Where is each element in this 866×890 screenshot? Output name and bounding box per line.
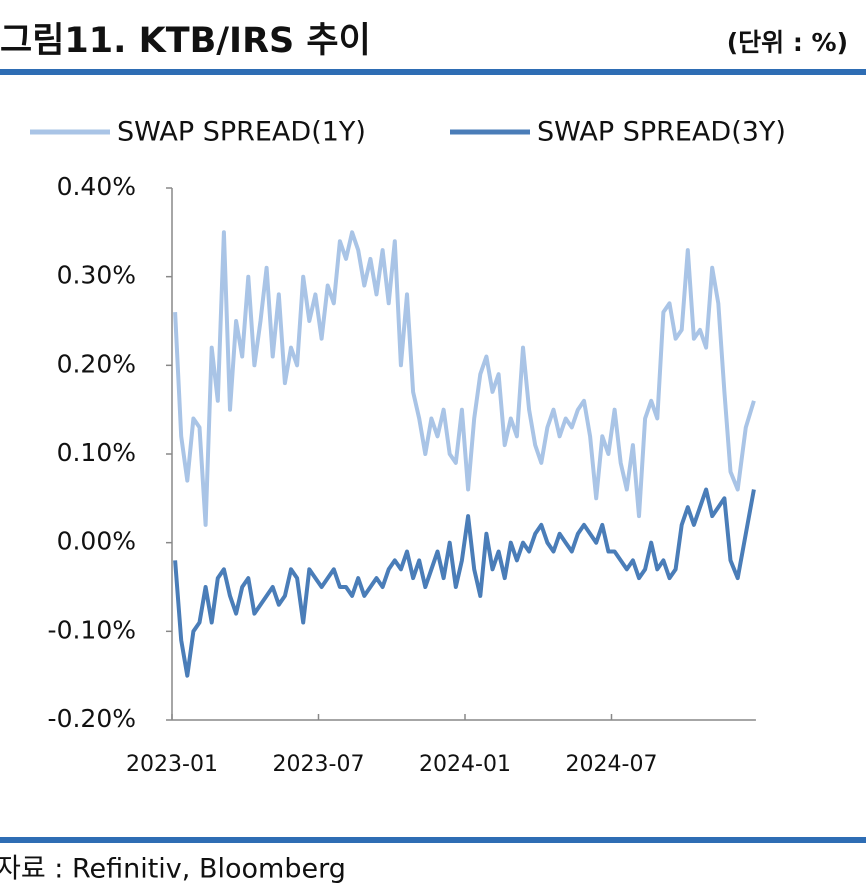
x-tick-label: 2023-07 [273, 752, 365, 777]
x-tick-label: 2024-01 [419, 752, 511, 777]
y-tick-label: 0.20% [57, 349, 136, 378]
y-tick-label: 0.10% [57, 438, 136, 467]
y-tick-label: 0.40% [57, 172, 136, 201]
legend-label: SWAP SPREAD(1Y) [117, 117, 366, 148]
x-tick-label: 2023-01 [126, 752, 218, 777]
y-tick-label: 0.30% [57, 261, 136, 290]
unit-label: (단위 : %) [727, 28, 848, 57]
header-rule [0, 69, 866, 75]
chart-title: 그림11. KTB/IRS 추이 [0, 21, 371, 61]
x-tick-label: 2024-07 [566, 752, 658, 777]
y-tick-label: 0.00% [57, 527, 136, 556]
series-line [173, 487, 756, 678]
footer-rule [0, 837, 866, 843]
legend-label: SWAP SPREAD(3Y) [537, 117, 786, 148]
y-tick-label: -0.20% [48, 704, 136, 733]
y-tick-label: -0.10% [48, 615, 136, 644]
source-note: 자료 : Refinitiv, Bloomberg [0, 854, 346, 885]
series-line [173, 230, 756, 527]
